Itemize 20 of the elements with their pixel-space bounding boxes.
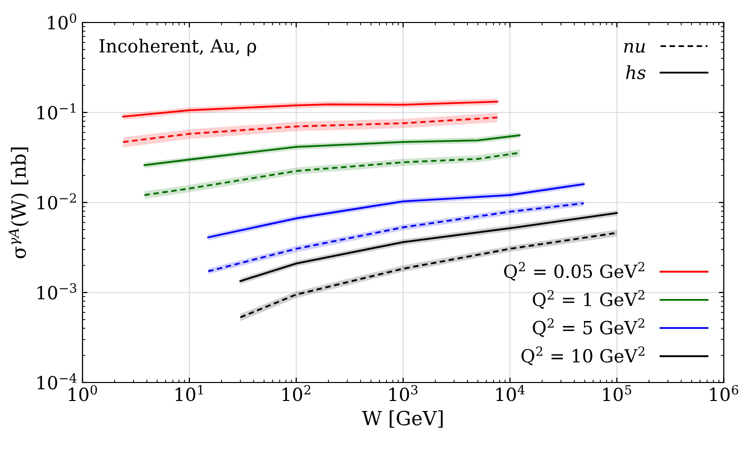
x-tick-label: 10$^{6}$: [710, 385, 738, 402]
legend-label: Q$^{2}$ = 10 GeV$^{2}$: [521, 346, 644, 366]
x-tick-label: 10$^{3}$: [389, 385, 418, 402]
legend-label: Q$^{2}$ = 1 GeV$^{2}$: [532, 290, 644, 309]
y-axis-title: σ$^{γA}$(W) [nb]: [8, 148, 29, 258]
annotation: nu: [624, 42, 645, 53]
x-tick-label: 10$^{5}$: [603, 385, 632, 402]
y-tick-label: 10$^{0}$: [48, 13, 76, 30]
x-tick-label: 10$^{1}$: [176, 385, 203, 402]
x-axis-title: W [GeV]: [362, 410, 443, 428]
x-tick-label: 10$^{0}$: [68, 385, 97, 402]
annotation: Incoherent, Au, ρ: [100, 38, 256, 56]
annotation: hs: [626, 65, 646, 80]
legend-label: Q$^{2}$ = 5 GeV$^{2}$: [532, 318, 644, 338]
y-tick-label: 10$^{−2}$: [38, 193, 76, 210]
legend-label: Q$^{2}$ = 0.05 GeV$^{2}$: [504, 262, 644, 281]
x-tick-label: 10$^{2}$: [282, 385, 310, 402]
x-tick-label: 10$^{4}$: [496, 385, 525, 402]
y-tick-label: 10$^{−1}$: [38, 103, 76, 120]
y-tick-label: 10$^{−3}$: [38, 283, 76, 300]
